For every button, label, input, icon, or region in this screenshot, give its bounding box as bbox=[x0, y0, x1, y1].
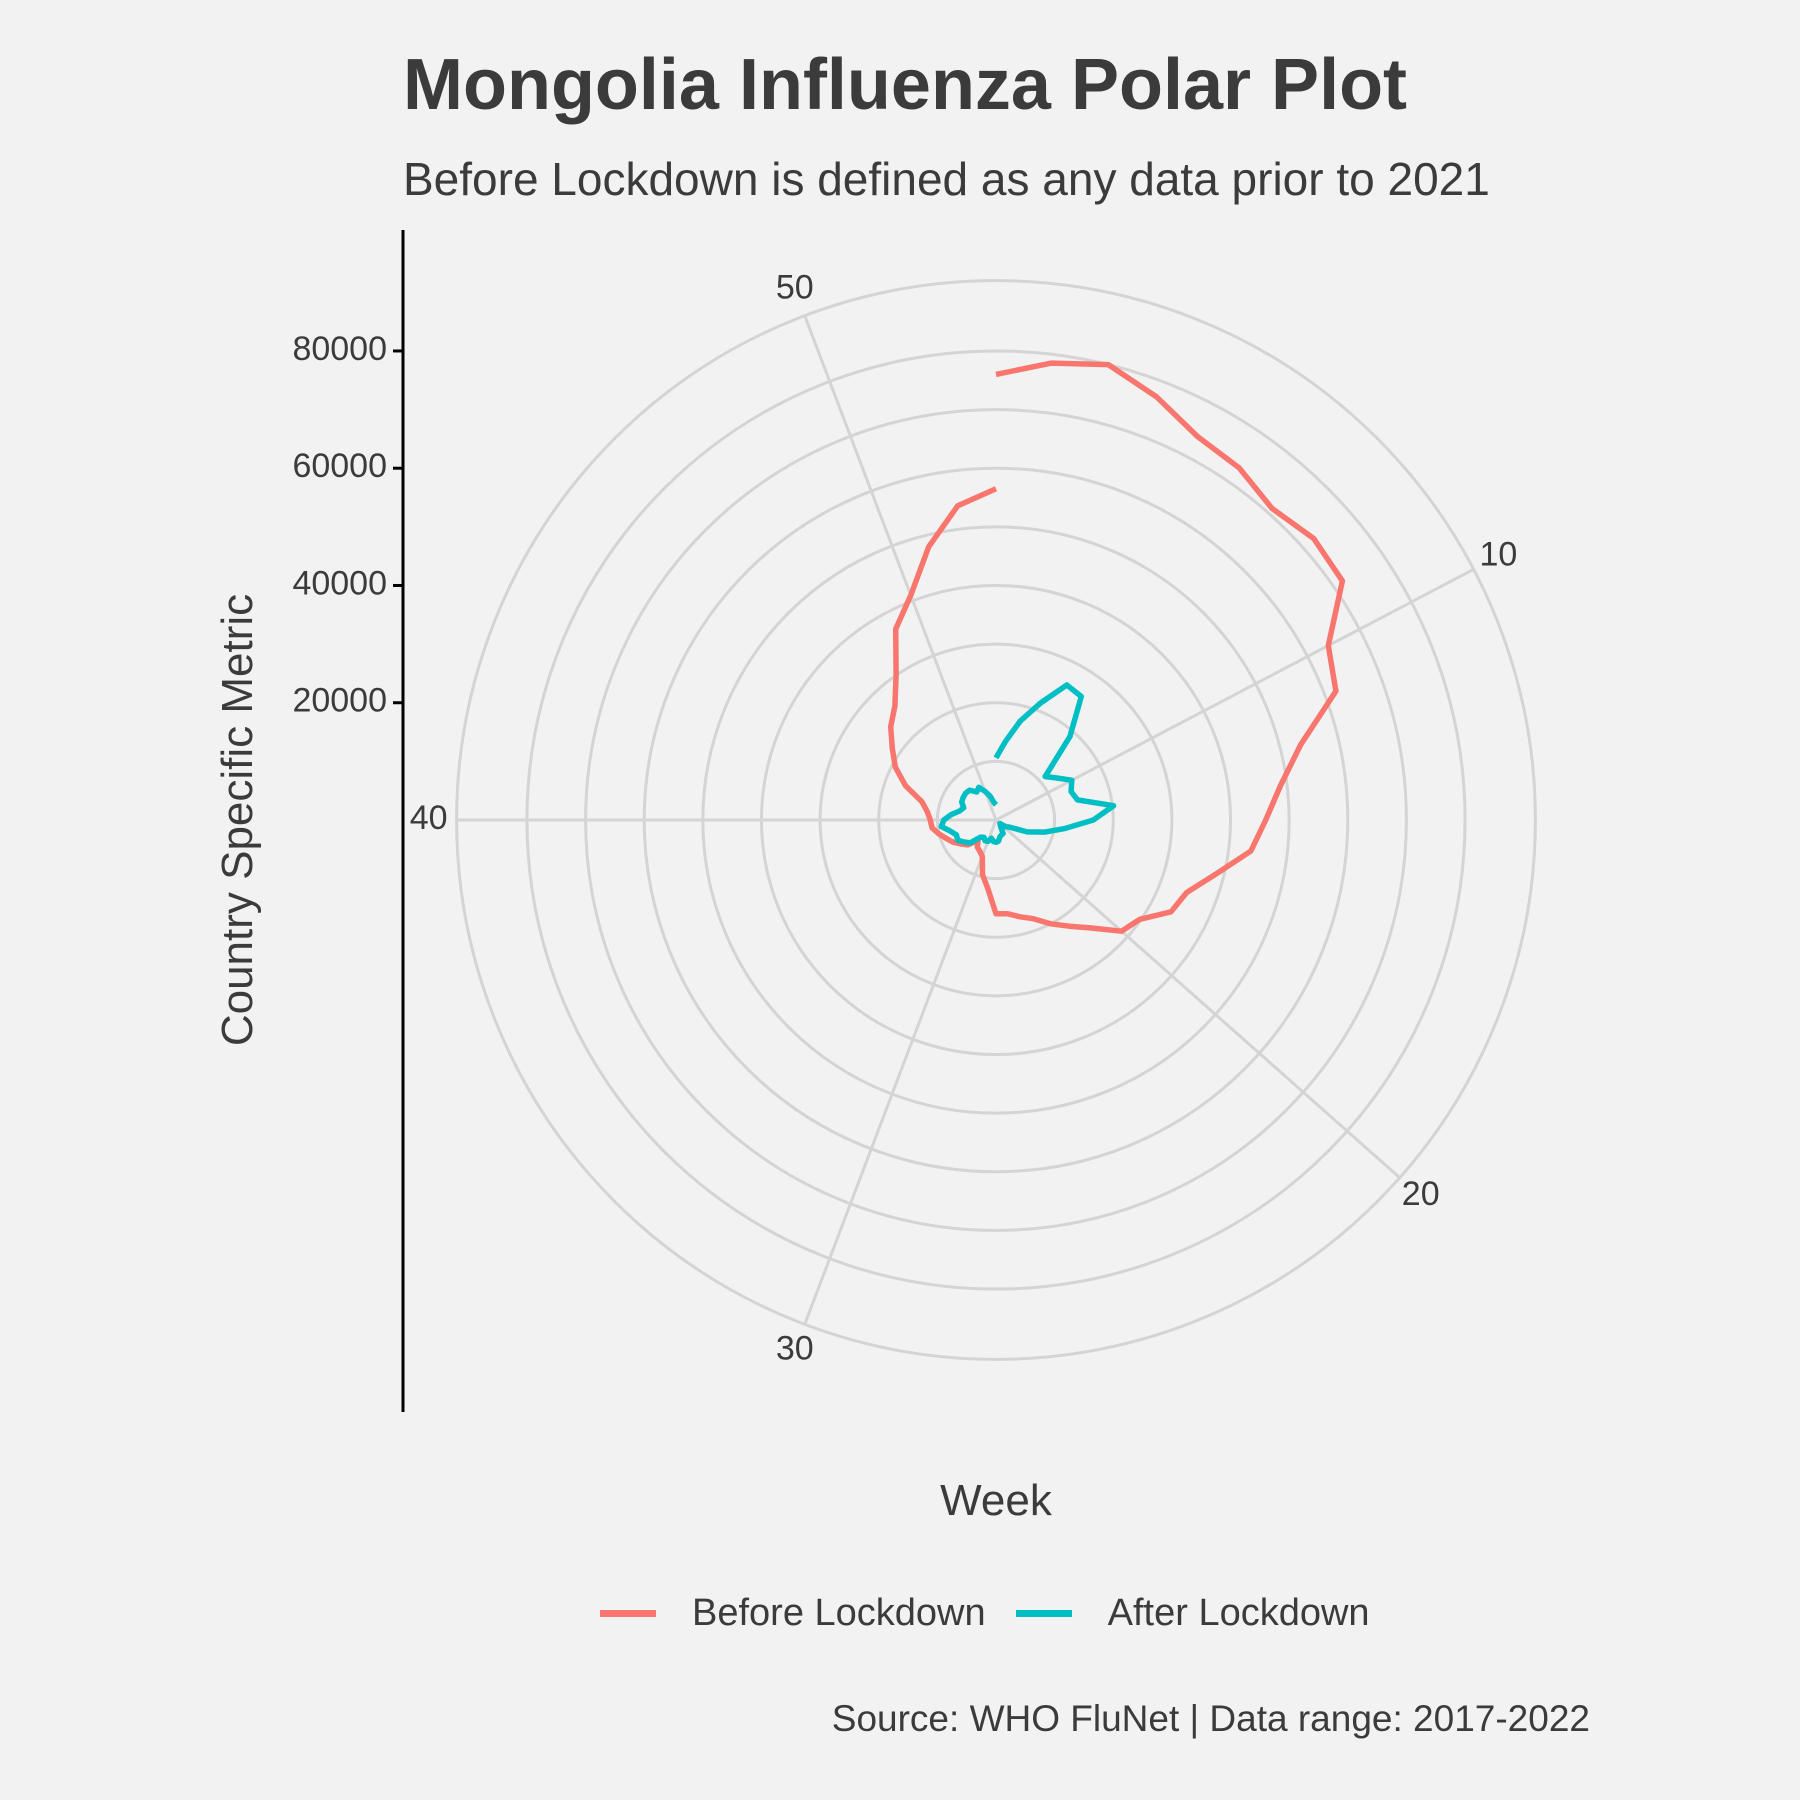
legend-item-before: Before Lockdown bbox=[600, 1592, 986, 1635]
legend-swatch-before bbox=[600, 1610, 656, 1617]
grid-spoke bbox=[803, 819, 998, 1325]
theta-tick-label: 20 bbox=[1402, 1175, 1440, 1213]
y-tick-label: 40000 bbox=[292, 564, 387, 602]
y-tick-label: 80000 bbox=[292, 330, 387, 368]
theta-tick-label: 30 bbox=[776, 1330, 814, 1368]
chart-title: Mongolia Influenza Polar Plot bbox=[403, 45, 1408, 125]
legend-label-after: After Lockdown bbox=[1107, 1592, 1370, 1634]
theta-tick-label: 50 bbox=[776, 268, 814, 306]
legend-item-after: After Lockdown bbox=[1015, 1592, 1370, 1635]
y-tick-label: 60000 bbox=[292, 447, 387, 485]
series-line-before-lockdown bbox=[887, 360, 1346, 934]
grid-spoke bbox=[803, 315, 998, 821]
x-axis-label: Week bbox=[940, 1476, 1052, 1525]
chart-subtitle: Before Lockdown is defined as any data p… bbox=[403, 153, 1490, 205]
grid-spoke bbox=[995, 818, 1401, 1179]
series-line-after-lockdown bbox=[938, 682, 1117, 846]
grid-layer bbox=[455, 279, 1537, 1361]
chart-caption: Source: WHO FluNet | Data range: 2017-20… bbox=[831, 1698, 1590, 1739]
theta-tick-labels: 10 20 30 40 50 bbox=[410, 268, 1518, 1367]
legend-swatch-after bbox=[1015, 1610, 1072, 1617]
theta-tick-label: 10 bbox=[1479, 535, 1517, 573]
legend-label-before: Before Lockdown bbox=[692, 1592, 986, 1634]
series-layer bbox=[887, 360, 1346, 934]
theta-tick-label: 40 bbox=[410, 799, 448, 837]
y-axis: 20000 40000 60000 80000 bbox=[292, 230, 405, 1412]
legend: Before Lockdown After Lockdown bbox=[600, 1592, 1400, 1635]
grid-spoke bbox=[995, 568, 1475, 822]
y-tick-label: 20000 bbox=[292, 682, 387, 720]
